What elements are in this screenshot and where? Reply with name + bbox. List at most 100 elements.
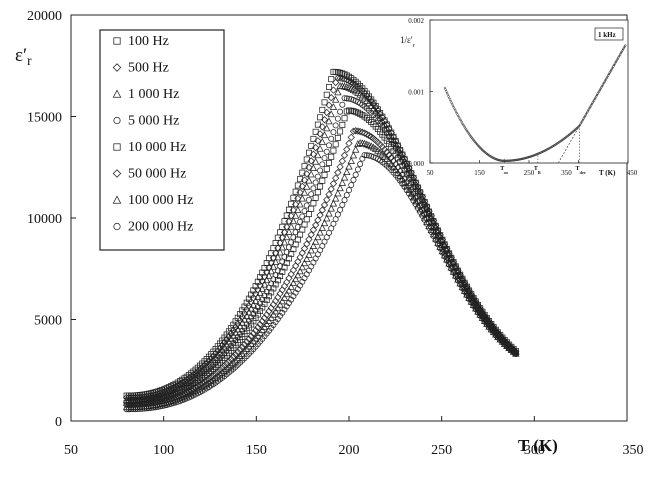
data-point-s7 [383,154,391,162]
data-point-s1 [328,76,335,83]
data-point-s5 [314,189,321,196]
data-point-s5 [317,183,324,190]
data-point-s4 [346,95,352,102]
legend-marker [113,143,121,151]
x-tick-label: 250 [431,443,452,458]
data-point-s5 [326,159,332,166]
inset-x-axis-label: T (K) [599,169,616,177]
legend-label: 200 000 Hz [128,220,193,235]
data-point-s2 [312,143,320,152]
x-axis-label: T (K) [518,436,558,455]
data-point-s8 [154,403,161,410]
data-point-s2 [325,101,333,109]
data-point-s3 [242,311,251,319]
data-point-s2 [320,116,329,124]
data-point-s3 [260,280,269,288]
legend-label: 100 000 Hz [128,193,193,208]
data-point-s7 [354,139,362,147]
data-point-s7 [278,297,287,305]
inset-data-point [503,159,507,163]
data-point-s4 [426,211,433,218]
data-point-s1 [326,84,332,90]
inset-chart: 50 150 250 350 450 0.000 0.001 0.002 1/ε′r T (K… [400,17,638,177]
annotation-label-tdev: Tdev [575,166,586,175]
data-point-s6 [243,338,251,346]
data-point-s3 [298,194,307,202]
data-point-s7 [343,168,351,176]
data-point-s3 [291,211,300,219]
data-point-s4 [303,202,310,209]
data-point-s8 [163,402,170,408]
data-point-s5 [268,289,275,296]
data-point-s6 [312,221,320,229]
data-point-s3 [262,276,271,284]
data-point-s6 [469,300,478,308]
data-point-s3 [271,258,280,265]
data-point-s5 [241,330,248,337]
data-point-s5 [394,155,401,162]
data-point-s5 [328,153,335,160]
data-point-s6 [374,138,382,146]
data-point-s2 [303,170,311,178]
data-point-s4 [321,155,328,162]
data-point-s6 [358,128,366,136]
data-point-s7 [296,267,304,275]
data-point-s4 [337,108,344,115]
data-point-s6 [336,163,344,171]
data-point-s6 [296,253,304,261]
data-point-s1 [261,264,268,271]
inset-y-axis-label: 1/ε′r [400,35,416,49]
data-point-s2 [296,188,304,197]
data-point-s3 [389,136,398,143]
data-point-s7 [318,223,327,231]
data-point-s5 [343,108,350,115]
data-point-s5 [265,293,272,300]
data-point-s7 [323,214,331,222]
data-point-s3 [274,253,282,261]
data-point-s1 [314,121,321,128]
data-point-s1 [283,212,290,219]
data-point-s5 [248,321,255,328]
data-point-s6 [307,231,315,239]
data-point-s7 [307,246,315,254]
data-point-s4 [279,258,286,265]
data-point-s8 [363,152,370,159]
data-point-s6 [354,127,362,135]
data-point-s5 [337,128,344,135]
series-5 [123,107,519,407]
data-point-s4 [330,129,337,136]
data-point-s8 [303,271,310,278]
data-point-s3 [307,170,315,178]
data-point-s7 [403,182,411,190]
data-point-s6 [376,140,384,149]
data-point-s7 [351,145,360,153]
data-point-s5 [243,327,250,334]
data-point-s5 [245,324,252,331]
data-point-s5 [330,147,337,154]
data-point-s6 [291,262,300,270]
data-point-s3 [363,96,371,104]
y-tick-label: 20000 [27,9,62,24]
data-point-s5 [341,115,348,122]
data-point-s6 [325,190,333,199]
data-point-s4 [310,185,317,192]
legend-marker [112,169,122,178]
data-point-s4 [301,208,308,215]
data-point-s6 [345,139,353,148]
data-point-s6 [343,145,351,154]
data-point-s8 [152,404,159,411]
data-point-s5 [274,277,281,284]
data-point-s6 [352,127,360,135]
data-point-s5 [321,171,328,178]
data-point-s2 [274,244,282,252]
data-point-s1 [310,135,317,142]
data-point-s6 [223,359,231,368]
data-point-s5 [279,268,286,275]
data-point-s6 [300,244,309,253]
data-point-s6 [214,367,222,376]
data-point-s8 [341,197,348,204]
legend-marker [112,63,122,72]
data-point-s1 [321,99,328,106]
data-point-s2 [278,234,286,242]
data-point-s6 [287,270,295,278]
